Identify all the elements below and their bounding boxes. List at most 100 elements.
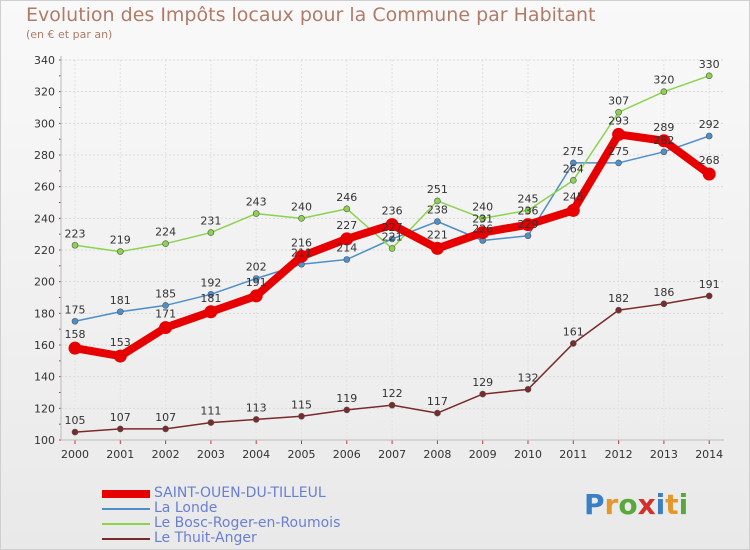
data-label: 307 <box>608 94 629 107</box>
data-point <box>71 317 79 325</box>
data-labels: 175 181 185 192 202 211 214 227 238 226 229 275 275 2… <box>65 58 720 427</box>
data-label: 122 <box>382 387 403 400</box>
data-label: 191 <box>699 278 720 291</box>
x-tick-label: 2005 <box>288 448 316 461</box>
data-label: 320 <box>653 74 674 87</box>
legend-item: Le Thuit-Anger <box>102 531 340 546</box>
data-label: 275 <box>563 145 584 158</box>
data-point <box>207 229 215 236</box>
data-label: 264 <box>563 162 584 175</box>
data-point <box>705 132 713 140</box>
data-label: 171 <box>155 308 176 321</box>
data-label: 240 <box>472 200 493 213</box>
data-label: 223 <box>65 227 86 240</box>
data-label: 227 <box>382 221 403 234</box>
data-label: 111 <box>200 405 221 418</box>
x-tick-label: 2011 <box>559 448 587 461</box>
data-label: 268 <box>699 154 720 167</box>
data-point <box>249 289 263 303</box>
data-label: 107 <box>110 411 131 424</box>
data-point <box>159 321 173 335</box>
data-point <box>521 218 535 232</box>
data-point <box>298 215 305 222</box>
data-label: 185 <box>155 287 176 300</box>
data-point <box>434 218 441 225</box>
data-label: 181 <box>200 292 221 305</box>
x-tick-label: 2003 <box>197 448 225 461</box>
data-label: 289 <box>653 121 674 134</box>
data-point <box>430 241 444 255</box>
data-label: 129 <box>472 376 493 389</box>
y-tick-label: 120 <box>34 402 55 415</box>
data-label: 105 <box>65 414 86 427</box>
data-point <box>207 419 215 426</box>
data-point <box>385 218 399 232</box>
data-label: 186 <box>653 286 674 299</box>
data-point <box>705 72 713 80</box>
x-tick-label: 2007 <box>378 448 406 461</box>
x-tick-label: 2008 <box>423 448 451 461</box>
data-label: 161 <box>563 325 584 338</box>
legend-swatch <box>102 522 150 525</box>
data-label: 229 <box>518 218 539 231</box>
data-label: 219 <box>110 234 131 247</box>
data-label: 192 <box>200 276 221 289</box>
data-point <box>162 302 169 309</box>
legend-swatch <box>102 489 150 498</box>
data-label: 115 <box>291 398 312 411</box>
y-tick-label: 140 <box>34 371 55 384</box>
data-point <box>434 409 441 417</box>
x-tick-label: 2002 <box>152 448 180 461</box>
data-label: 226 <box>472 223 493 236</box>
data-point <box>162 240 169 247</box>
chart-title: Evolution des Impôts locaux pour la Comm… <box>26 4 596 26</box>
data-label: 216 <box>291 236 312 249</box>
data-label: 221 <box>382 230 403 243</box>
y-tick-label: 260 <box>34 181 55 194</box>
data-label: 231 <box>200 215 221 228</box>
data-point <box>388 401 396 409</box>
data-point <box>117 425 124 433</box>
y-tick-label: 220 <box>34 244 55 257</box>
legend-label: SAINT-OUEN-DU-TILLEUL <box>154 485 326 501</box>
data-point <box>479 390 487 398</box>
data-label: 181 <box>110 294 131 307</box>
chart-subtitle: (en € et par an) <box>26 28 113 41</box>
data-point <box>569 340 577 347</box>
data-point <box>524 207 532 214</box>
legend-item: La Londe <box>102 501 340 516</box>
proxiti-logo: Proxiti <box>584 488 689 521</box>
data-point <box>71 241 79 249</box>
data-label: 211 <box>291 246 312 259</box>
data-label: 191 <box>246 276 267 289</box>
data-label: 275 <box>608 145 629 158</box>
data-point <box>569 177 577 184</box>
data-point <box>660 88 668 95</box>
legend: SAINT-OUEN-DU-TILLEUL La Londe Le Bosc-Rog… <box>102 486 340 546</box>
data-label: 251 <box>427 183 448 196</box>
data-label: 231 <box>472 213 493 226</box>
data-label: 107 <box>155 411 176 424</box>
y-tick-label: 240 <box>34 212 55 225</box>
data-point <box>343 406 351 414</box>
data-label: 158 <box>65 328 86 341</box>
data-label: 246 <box>336 191 357 204</box>
data-point <box>343 205 351 213</box>
data-point <box>113 349 127 363</box>
y-tick-label: 160 <box>34 339 55 352</box>
series-lines <box>68 72 716 436</box>
data-point <box>340 232 354 246</box>
y-tick-label: 280 <box>34 149 55 162</box>
data-label: 245 <box>518 192 539 205</box>
data-point <box>566 203 580 217</box>
data-point <box>252 210 260 217</box>
data-point <box>252 416 260 423</box>
axes: 100 120 140 160 180 200 220 240 260 280 300 320 340 2… <box>34 54 724 461</box>
data-point <box>479 215 487 222</box>
data-point <box>705 292 713 300</box>
x-tick-label: 2004 <box>242 448 270 461</box>
data-label: 117 <box>427 395 448 408</box>
data-point <box>434 197 441 205</box>
y-tick-label: 320 <box>34 86 55 99</box>
